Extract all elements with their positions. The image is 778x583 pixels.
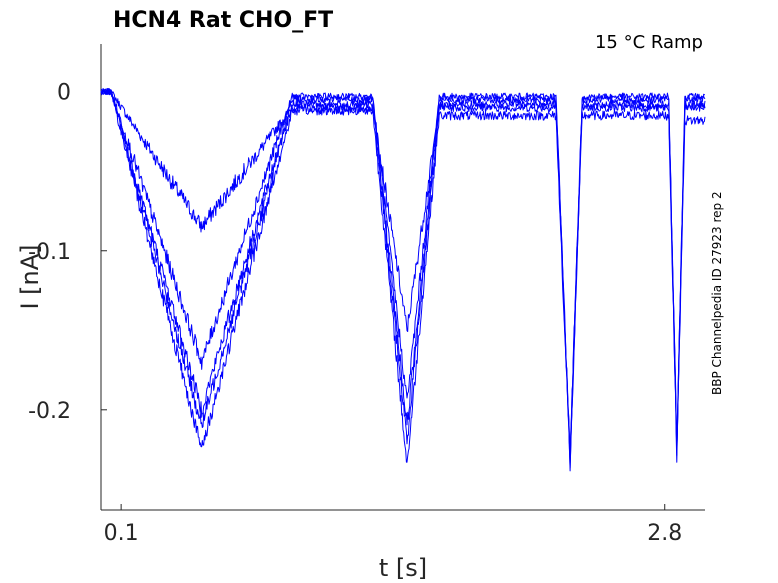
y-tick-label: -0.1: [28, 240, 71, 265]
current-trace-4: [100, 88, 706, 469]
x-axis-label: t [s]: [379, 554, 427, 582]
traces: [100, 88, 706, 472]
current-trace-3: [100, 88, 706, 464]
y-axis-label: I [nA]: [16, 244, 44, 309]
current-trace-5: [100, 88, 706, 472]
y-tick-label: 0: [57, 81, 71, 106]
source-id-label: BBP Channelpedia ID 27923 rep 2: [710, 191, 724, 395]
current-trace-1: [100, 88, 706, 459]
condition-annotation: 15 °C Ramp: [595, 32, 703, 53]
x-tick-label: 0.1: [104, 521, 139, 546]
ticks: 0.1 2.8 0 -0.1 -0.2: [28, 81, 682, 546]
y-tick-label: -0.2: [28, 399, 71, 424]
x-tick-label: 2.8: [647, 521, 682, 546]
chart-title: HCN4 Rat CHO_FT: [113, 8, 333, 33]
current-trace-2: [100, 88, 706, 454]
